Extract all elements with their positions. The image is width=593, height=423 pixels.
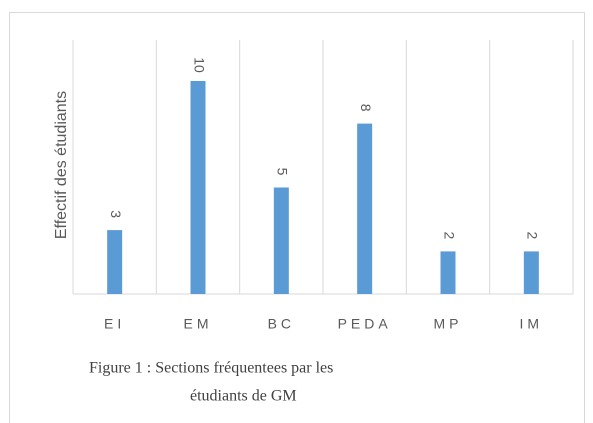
y-axis-label: Effectif des étudiants xyxy=(53,91,70,239)
x-tick-label: EI xyxy=(104,316,125,332)
bar xyxy=(440,251,456,294)
bar xyxy=(273,187,289,294)
data-label: 10 xyxy=(191,57,207,73)
caption: étudiants de GM xyxy=(190,388,297,405)
x-tick-label: IM xyxy=(520,316,544,332)
bar xyxy=(190,81,206,294)
data-label: 2 xyxy=(441,232,457,240)
bar xyxy=(357,123,373,294)
caption: Figure 1 : Sections fréquentees par les xyxy=(89,360,333,377)
data-label: 3 xyxy=(108,210,124,218)
x-tick-label: BC xyxy=(268,316,295,332)
chart-border xyxy=(9,12,585,423)
x-tick-label: EM xyxy=(184,316,213,332)
bar xyxy=(523,251,539,294)
data-label: 8 xyxy=(358,104,374,112)
x-tick-label: MP xyxy=(434,316,463,332)
x-tick-label: PEDA xyxy=(338,316,392,332)
data-label: 2 xyxy=(525,232,541,240)
bar xyxy=(107,230,123,294)
data-label: 5 xyxy=(275,168,291,176)
